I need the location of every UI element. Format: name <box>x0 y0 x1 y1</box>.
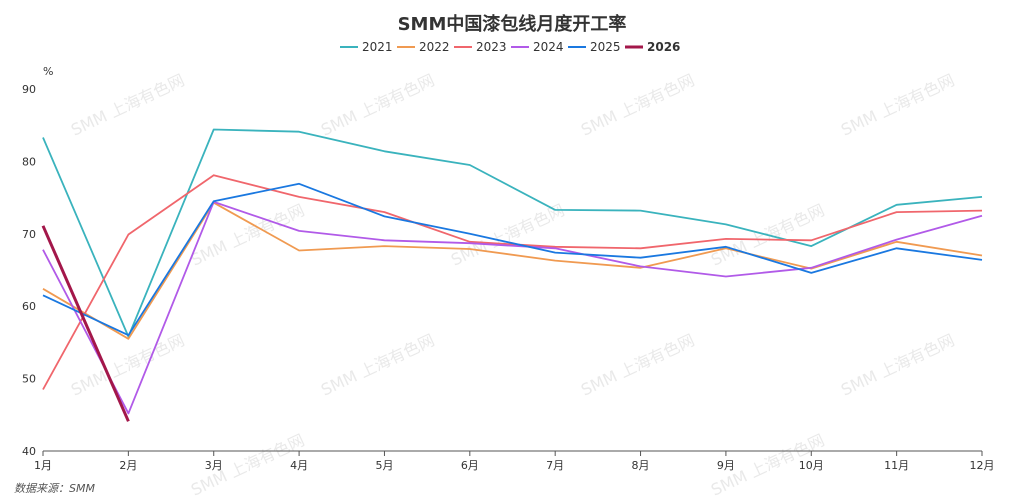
watermark-text: SMM 上海有色网 <box>68 330 187 399</box>
watermark-text: SMM 上海有色网 <box>578 330 697 399</box>
legend: 2021 2022 2023 2024 2025 2026 <box>340 40 680 54</box>
watermark-layer: SMM 上海有色网 SMM 上海有色网 SMM 上海有色网 SMM 上海有色网SMM … <box>68 70 957 499</box>
x-tick-label: 7月 <box>546 459 564 472</box>
legend-item-2024[interactable]: 2024 <box>511 40 564 54</box>
watermark-text: SMM 上海有色网 <box>578 70 697 139</box>
series-lines <box>41 128 983 422</box>
x-tick-label: 2月 <box>119 459 137 472</box>
legend-item-2025[interactable]: 2025 <box>568 40 621 54</box>
x-tick-label: 3月 <box>205 459 223 472</box>
y-tick-label: 70 <box>22 228 36 241</box>
series-line-2024 <box>42 200 983 415</box>
x-tick-label: 4月 <box>290 459 308 472</box>
watermark-text: SMM 上海有色网 <box>188 200 307 269</box>
legend-item-2021[interactable]: 2021 <box>340 40 393 54</box>
x-tick-label: 9月 <box>717 459 735 472</box>
x-tick-label: 5月 <box>375 459 393 472</box>
chart-title: SMM中国漆包线月度开工率 <box>398 13 627 35</box>
watermark-text: SMM 上海有色网 <box>838 330 957 399</box>
watermark-text: SMM 上海有色网 <box>318 330 437 399</box>
y-axis-unit: % <box>43 65 53 78</box>
legend-label: 2023 <box>476 40 507 54</box>
data-source: 数据来源：SMM <box>14 482 95 495</box>
x-tick-label: 6月 <box>461 459 479 472</box>
legend-label: 2024 <box>533 40 564 54</box>
x-tick-label: 12月 <box>970 459 995 472</box>
series-line-2026 <box>41 225 130 422</box>
legend-label: 2022 <box>419 40 450 54</box>
series-line-2023 <box>42 174 983 390</box>
watermark-text: SMM 上海有色网 <box>318 70 437 139</box>
watermark-text: SMM 上海有色网 <box>838 70 957 139</box>
y-axis-ticks: 40 50 60 70 80 90 <box>22 83 36 458</box>
y-tick-label: 90 <box>22 83 36 96</box>
x-tick-label: 1月 <box>34 459 52 472</box>
series-line-2022 <box>42 201 983 340</box>
x-tick-label: 10月 <box>799 459 824 472</box>
x-tick-label: 8月 <box>632 459 650 472</box>
legend-label: 2026 <box>647 40 680 54</box>
y-tick-label: 50 <box>22 373 36 386</box>
watermark-text: SMM 上海有色网 <box>68 70 187 139</box>
x-axis-ticks: 1月 2月 3月 4月 5月 6月 7月 8月 9月 10月 11月 12月 <box>34 451 995 472</box>
legend-item-2022[interactable]: 2022 <box>397 40 450 54</box>
legend-item-2026[interactable]: 2026 <box>625 40 680 54</box>
legend-label: 2021 <box>362 40 393 54</box>
x-tick-label: 11月 <box>884 459 909 472</box>
series-line-2025 <box>42 182 983 337</box>
legend-item-2023[interactable]: 2023 <box>454 40 507 54</box>
series-line-2021 <box>42 128 983 338</box>
y-tick-label: 80 <box>22 155 36 168</box>
y-tick-label: 60 <box>22 300 36 313</box>
y-tick-label: 40 <box>22 445 36 458</box>
legend-label: 2025 <box>590 40 621 54</box>
